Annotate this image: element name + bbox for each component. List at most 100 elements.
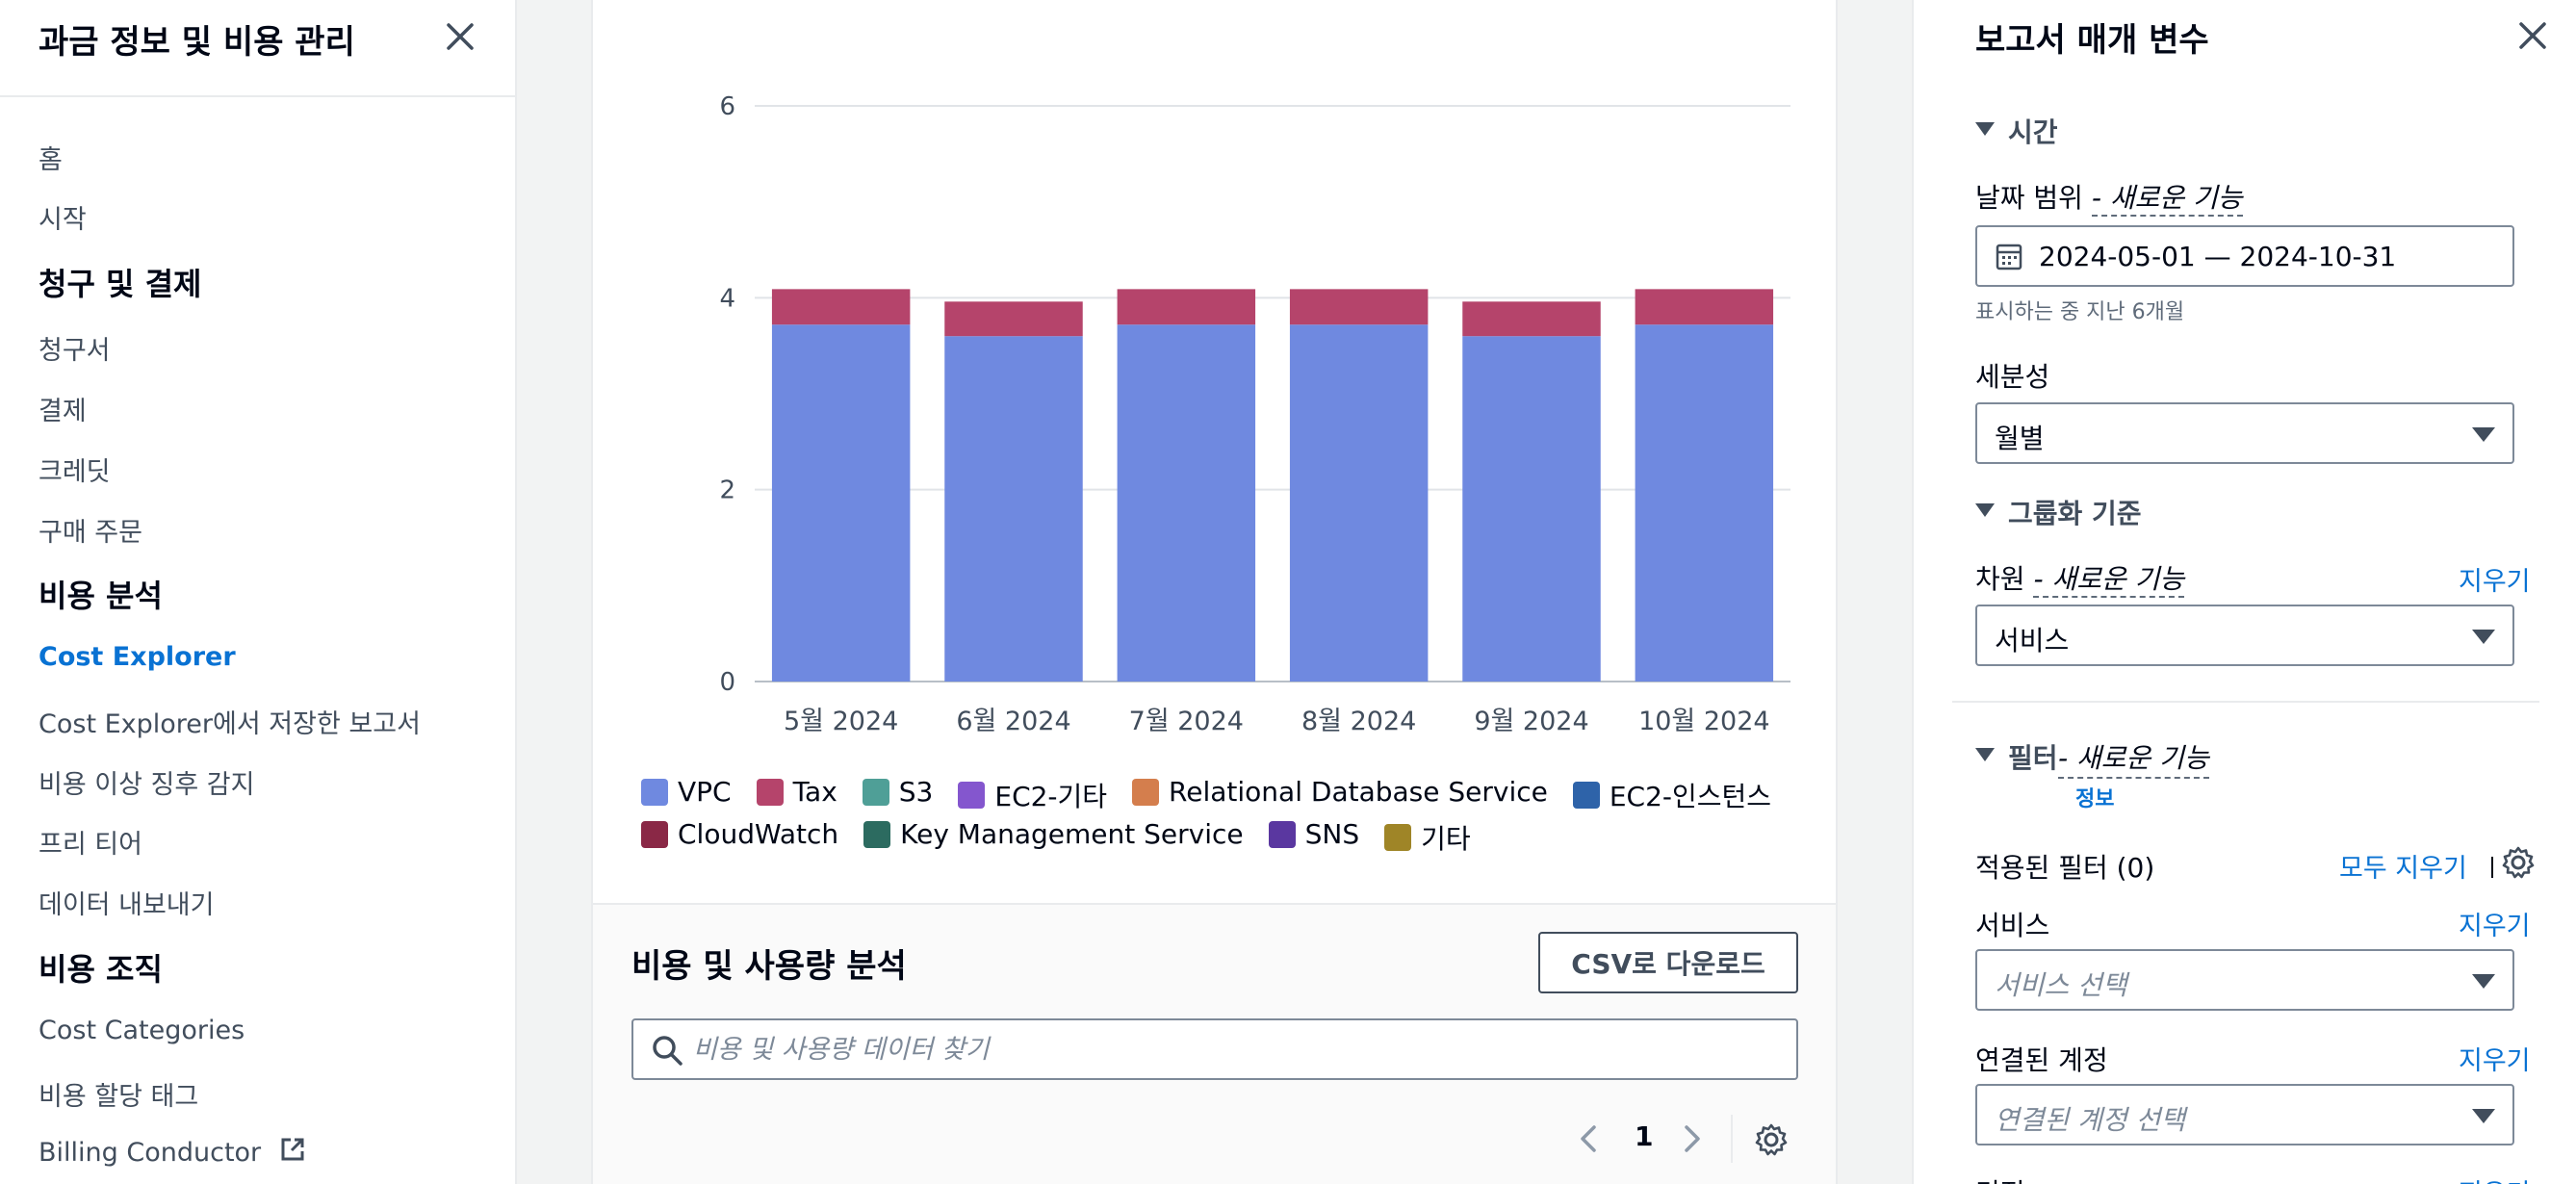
nav-item-payments[interactable]: 결제 — [39, 397, 87, 426]
caret-down-icon — [2472, 1109, 2495, 1123]
legend-label: EC2-기타 — [994, 781, 1108, 812]
nav-item-saved-reports[interactable]: Cost Explorer에서 저장한 보고서 — [39, 709, 421, 739]
clear-all-filters-link[interactable]: 모두 지우기 — [2339, 854, 2467, 884]
granularity-select[interactable]: 월별 — [1975, 402, 2514, 464]
side-navigation: 과금 정보 및 비용 관리 홈 시작 청구 및 결제 청구서 결제 크레딧 구매… — [0, 0, 517, 1184]
bar-segment-tax[interactable] — [771, 289, 911, 325]
filter-settings-gear-icon[interactable] — [2501, 845, 2536, 880]
nav-item-cost-categories[interactable]: Cost Categories — [39, 1016, 245, 1045]
legend-item[interactable]: VPC — [641, 776, 732, 808]
linked-account-placeholder: 연결된 계정 선택 — [1995, 1104, 2186, 1136]
nav-header: 과금 정보 및 비용 관리 — [0, 0, 515, 97]
bar-segment-tax[interactable] — [1117, 289, 1256, 325]
group-by-section-toggle[interactable]: 그룹화 기준 — [1975, 493, 2264, 529]
nav-item-bills[interactable]: 청구서 — [39, 336, 111, 366]
chevron-left-icon[interactable] — [1577, 1124, 1600, 1153]
chart-svg: 0 2 4 6 5월 2024 6월 2024 7월 2024 8월 2024 9월 2024 1… — [719, 92, 1790, 736]
cost-usage-analysis-section: 비용 및 사용량 분석 CSV로 다운로드 1 — [593, 903, 1836, 1184]
dimension-select[interactable]: 서비스 — [1975, 605, 2514, 666]
legend-label: Tax — [792, 776, 837, 808]
bar-segment-tax[interactable] — [944, 301, 1083, 337]
params-title: 보고서 매개 변수 — [1975, 21, 2209, 60]
region-filter-label: 리전 — [1975, 1172, 2025, 1184]
dimension-label: 차원 - 새로운 기능 — [1975, 558, 2185, 598]
new-feature-tag: - 새로운 기능 — [2091, 182, 2243, 217]
clear-service-filter-link[interactable]: 지우기 — [2459, 912, 2531, 941]
granularity-label: 세분성 — [1975, 361, 2050, 393]
time-section-toggle[interactable]: 시간 — [1975, 112, 2168, 148]
legend-item[interactable]: CloudWatch — [641, 818, 838, 850]
chevron-right-icon[interactable] — [1681, 1124, 1704, 1153]
time-section-label: 시간 — [2008, 116, 2058, 148]
close-icon[interactable] — [2516, 19, 2549, 52]
date-range-picker[interactable]: 2024-05-01 — 2024-10-31 — [1975, 225, 2514, 287]
calendar-icon — [1996, 244, 2022, 270]
bar-segment-vpc[interactable] — [944, 336, 1083, 682]
legend-swatch — [958, 782, 986, 809]
nav-section-cost-org: 비용 조직 — [39, 951, 163, 988]
nav-item-getting-started[interactable]: 시작 — [39, 205, 87, 235]
filters-info-link[interactable]: 정보 — [2075, 787, 2115, 811]
cost-explorer-card: 0 2 4 6 5월 2024 6월 2024 7월 2024 8월 2024 9월 2024 1… — [591, 0, 1838, 1184]
search-icon — [653, 1036, 683, 1066]
bar-segment-vpc[interactable] — [771, 324, 911, 682]
pagination: 1 — [1577, 1115, 1808, 1163]
bar-segment-tax[interactable] — [1289, 289, 1429, 325]
legend-item[interactable]: EC2-인스턴스 — [1572, 776, 1772, 814]
bar-segment-vpc[interactable] — [1289, 324, 1429, 682]
legend-label: EC2-인스턴스 — [1609, 781, 1772, 812]
legend-swatch — [1268, 820, 1296, 848]
nav-section-cost-analysis: 비용 분석 — [39, 578, 163, 614]
bar-segment-vpc[interactable] — [1462, 336, 1601, 682]
legend-swatch — [756, 778, 784, 806]
legend-item[interactable]: 기타 — [1384, 818, 1471, 857]
y-tick-label: 2 — [719, 476, 735, 505]
clear-region-filter-link[interactable]: 지우기 — [2459, 1172, 2531, 1184]
legend-item[interactable]: Tax — [756, 776, 837, 808]
legend-item[interactable]: EC2-기타 — [958, 776, 1107, 814]
nav-item-free-tier[interactable]: 프리 티어 — [39, 830, 142, 860]
nav-item-billing-conductor[interactable]: Billing Conductor — [39, 1136, 306, 1168]
report-parameters-panel: 보고서 매개 변수 시간 날짜 범위 - 새로운 기능 2024-05-01 —… — [1912, 0, 2576, 1184]
nav-item-credits[interactable]: 크레딧 — [39, 457, 111, 487]
x-tick-label: 9월 2024 — [1474, 707, 1588, 736]
legend-item[interactable]: Key Management Service — [863, 818, 1244, 850]
nav-item-data-exports[interactable]: 데이터 내보내기 — [39, 890, 215, 920]
filters-section-toggle[interactable]: 필터 - 새로운 기능 — [1975, 737, 2264, 779]
nav-item-purchase-orders[interactable]: 구매 주문 — [39, 518, 142, 548]
nav-item-anomaly-detection[interactable]: 비용 이상 징후 감지 — [39, 770, 255, 800]
clear-linked-account-link[interactable]: 지우기 — [2459, 1046, 2531, 1076]
y-tick-label: 0 — [719, 668, 735, 697]
analysis-search-input[interactable] — [693, 1024, 1781, 1074]
legend-item[interactable]: S3 — [862, 776, 933, 808]
legend-item[interactable]: SNS — [1268, 818, 1359, 850]
new-feature-tag: - 새로운 기능 — [2033, 563, 2185, 598]
legend-label: CloudWatch — [678, 818, 839, 850]
download-csv-button[interactable]: CSV로 다운로드 — [1538, 932, 1798, 993]
pagination-divider — [1731, 1115, 1733, 1163]
service-filter-select[interactable]: 서비스 선택 — [1975, 949, 2514, 1011]
close-nav-button[interactable] — [441, 17, 479, 56]
clear-dimension-link[interactable]: 지우기 — [2459, 567, 2531, 597]
linked-account-select[interactable]: 연결된 계정 선택 — [1975, 1084, 2514, 1145]
table-preferences-gear-icon[interactable] — [1754, 1122, 1789, 1157]
nav-item-cost-explorer[interactable]: Cost Explorer — [39, 642, 236, 672]
date-range-label-text: 날짜 범위 — [1975, 182, 2083, 214]
legend-item[interactable]: Relational Database Service — [1132, 776, 1548, 808]
nav-section-billing: 청구 및 결제 — [39, 266, 202, 302]
cost-chart: 0 2 4 6 5월 2024 6월 2024 7월 2024 8월 2024 9월 2024 1… — [593, 0, 1836, 903]
x-tick-label: 8월 2024 — [1301, 707, 1416, 736]
bar-segment-vpc[interactable] — [1635, 324, 1774, 682]
bar-segment-vpc[interactable] — [1117, 324, 1256, 682]
caret-down-icon — [1975, 748, 1995, 761]
bar-segment-tax[interactable] — [1462, 301, 1601, 337]
nav-item-home[interactable]: 홈 — [39, 145, 63, 175]
dimension-value: 서비스 — [1995, 625, 2070, 656]
caret-down-icon — [2472, 974, 2495, 989]
nav-item-cost-allocation-tags[interactable]: 비용 할당 태그 — [39, 1082, 199, 1112]
legend-label: 기타 — [1421, 823, 1471, 855]
current-page-number[interactable]: 1 — [1635, 1120, 1654, 1152]
nav-title: 과금 정보 및 비용 관리 — [39, 23, 355, 62]
bar-segment-tax[interactable] — [1635, 289, 1774, 325]
new-feature-tag: - 새로운 기능 — [2058, 737, 2209, 779]
